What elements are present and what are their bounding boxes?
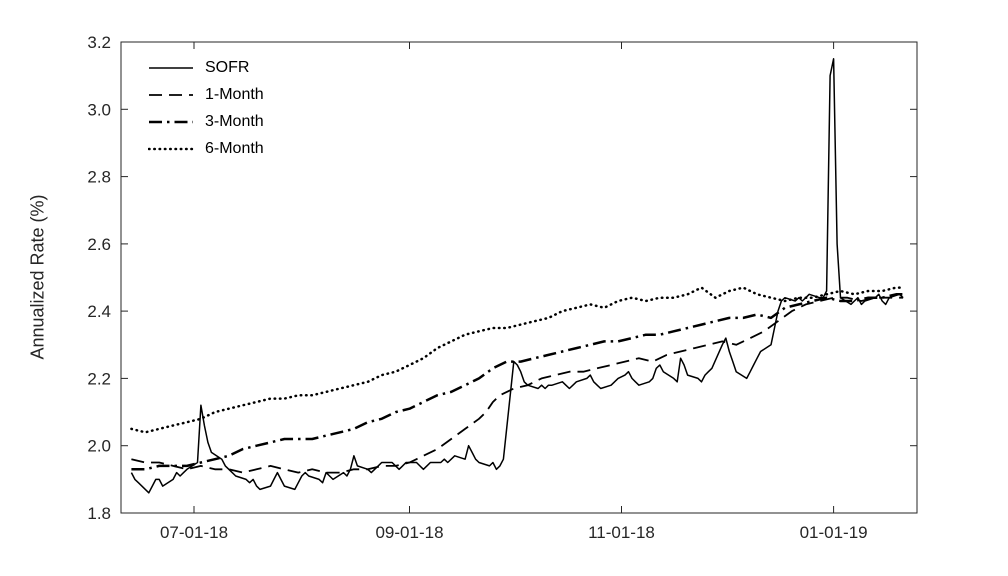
legend-item-1-month: 1-Month <box>148 84 264 105</box>
legend-item-6-month: 6-Month <box>148 138 264 159</box>
x-tick-label: 07-01-18 <box>160 523 228 542</box>
axes-box <box>120 41 918 514</box>
legend-line-sample-solid-icon <box>149 66 193 69</box>
series-line-3-Month <box>131 293 904 471</box>
y-tick-label: 3.0 <box>87 100 111 119</box>
legend-label-6-month: 6-Month <box>205 139 264 157</box>
y-tick-label: 1.8 <box>87 504 111 523</box>
legend: SOFR 1-Month 3-Month 6-Month <box>148 57 264 159</box>
x-tick-label: 09-01-18 <box>375 523 443 542</box>
legend-line-sample-dotted-icon <box>148 147 194 150</box>
y-tick-label: 2.8 <box>87 168 111 187</box>
legend-item-sofr: SOFR <box>148 57 264 78</box>
legend-label-1-month: 1-Month <box>205 85 264 103</box>
legend-item-3-month: 3-Month <box>148 111 264 132</box>
legend-line-sample-dashed-icon <box>149 93 193 96</box>
legend-label-3-month: 3-Month <box>205 112 264 130</box>
y-axis-label: Annualized Rate (%) <box>27 194 48 360</box>
legend-label-sofr: SOFR <box>205 58 250 76</box>
y-tick-label: 2.6 <box>87 235 111 254</box>
series-line-1-Month <box>131 296 904 474</box>
series-line-6-Month <box>130 286 905 434</box>
y-tick-label: 2.4 <box>87 302 111 321</box>
legend-line-sample-dashdot-icon <box>149 120 193 123</box>
y-tick-label: 3.2 <box>87 33 111 52</box>
y-tick-label: 2.0 <box>87 437 111 456</box>
y-tick-label: 2.2 <box>87 369 111 388</box>
x-tick-label: 11-01-18 <box>588 523 655 542</box>
x-tick-label: 01-01-19 <box>800 523 868 542</box>
series-line-SOFR <box>130 58 904 494</box>
